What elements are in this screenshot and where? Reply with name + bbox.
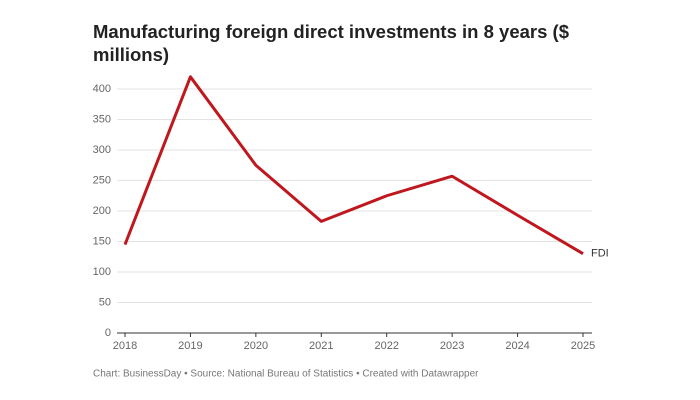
x-tick-label: 2023: [440, 340, 464, 352]
y-tick-label: 0: [105, 327, 111, 339]
y-tick-label: 250: [93, 174, 111, 186]
y-tick-label: 100: [93, 266, 111, 278]
y-tick-label: 300: [93, 144, 111, 156]
data-line: [123, 75, 584, 255]
x-tick-label: 2025: [571, 340, 595, 352]
y-tick-label: 350: [93, 113, 111, 125]
chart-title: Manufacturing foreign direct investments…: [93, 21, 569, 65]
series-label: FDI: [591, 248, 609, 260]
source-note: Chart: BusinessDay • Source: National Bu…: [93, 369, 479, 380]
x-tick-label: 2019: [178, 340, 202, 352]
y-tick-label: 200: [93, 205, 111, 217]
x-tick-label: 2024: [505, 340, 529, 352]
x-tick-label: 2021: [309, 340, 333, 352]
y-tick-label: 400: [93, 83, 111, 95]
x-tick-label: 2020: [244, 340, 268, 352]
y-tick-label: 150: [93, 235, 111, 247]
y-tick-label: 50: [99, 296, 111, 308]
x-tick-label: 2022: [374, 340, 398, 352]
x-tick-label: 2018: [113, 340, 137, 352]
